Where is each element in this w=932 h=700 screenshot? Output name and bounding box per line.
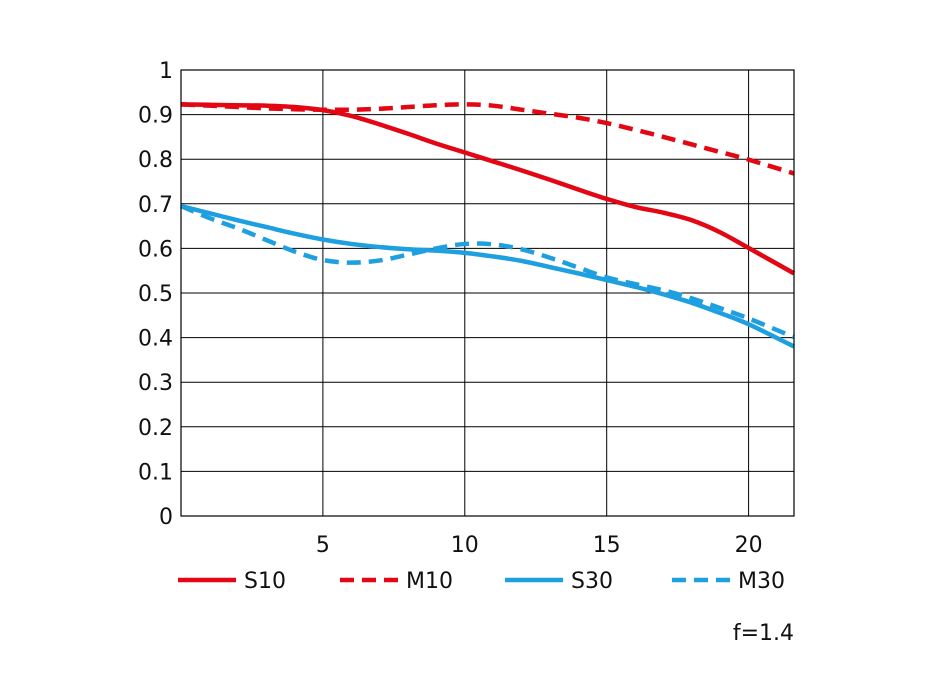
y-tick-label: 0.7 <box>138 193 173 218</box>
y-tick-label: 1 <box>159 59 173 84</box>
aperture-annotation: f=1.4 <box>733 621 794 646</box>
legend-label-m10: M10 <box>406 569 453 594</box>
x-axis-ticks: 5 10 15 20 <box>316 533 763 558</box>
y-tick-label: 0.3 <box>138 371 173 396</box>
legend-label-s30: S30 <box>571 569 613 594</box>
y-tick-label: 0.6 <box>138 237 173 262</box>
y-axis-ticks: 0 0.1 0.2 0.3 0.4 0.5 0.6 0.7 0.8 0.9 1 <box>138 59 173 530</box>
y-tick-label: 0.9 <box>138 104 173 129</box>
x-tick-label: 15 <box>593 533 621 558</box>
series-line-m30 <box>180 203 795 340</box>
y-tick-label: 0.2 <box>138 416 173 441</box>
x-tick-label: 20 <box>735 533 763 558</box>
legend: S10 M10 S30 M30 <box>178 569 785 594</box>
y-tick-label: 0 <box>159 505 173 530</box>
x-tick-label: 10 <box>451 533 479 558</box>
series-line-m10 <box>180 102 795 176</box>
legend-label-s10: S10 <box>244 569 286 594</box>
y-tick-label: 0.8 <box>138 148 173 173</box>
y-tick-label: 0.5 <box>138 282 173 307</box>
x-tick-label: 5 <box>316 533 330 558</box>
series-line-s10 <box>180 102 796 276</box>
series-lines <box>180 102 796 349</box>
y-tick-label: 0.1 <box>138 460 173 485</box>
legend-label-m30: M30 <box>738 569 785 594</box>
plot-frame <box>180 69 795 517</box>
y-tick-label: 0.4 <box>138 327 173 352</box>
series-line-s30 <box>180 203 795 349</box>
